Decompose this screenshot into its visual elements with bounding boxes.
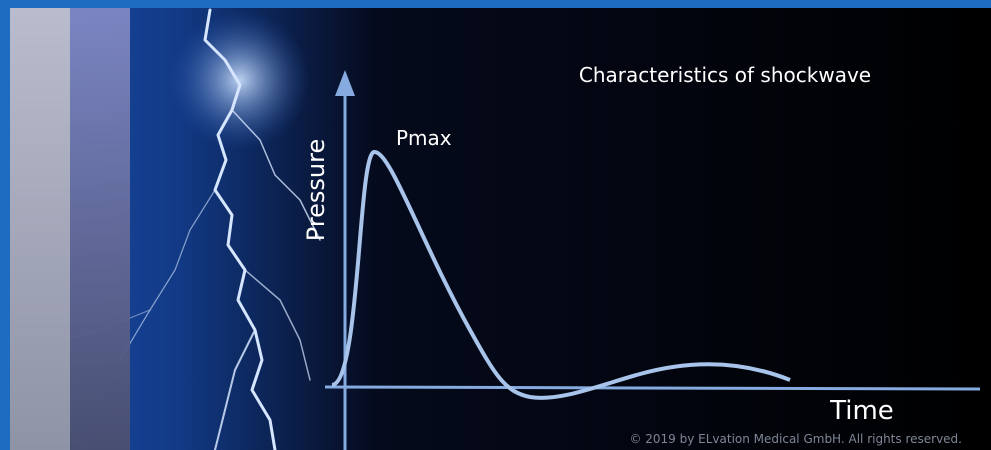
copyright: © 2019 by ELvation Medical GmbH. All rig… (629, 432, 962, 446)
peak-label: Pmax (396, 126, 452, 150)
shockwave-curve (331, 150, 791, 400)
frame-top (0, 0, 991, 8)
x-axis-label: Time (829, 396, 894, 426)
color-strip (70, 8, 130, 450)
frame-left (0, 0, 10, 450)
title: Characteristics of shockwave (579, 63, 871, 87)
axes (324, 70, 981, 450)
color-strip (10, 8, 70, 450)
glow (170, 10, 310, 150)
y-axis-label: Pressure (302, 139, 330, 241)
